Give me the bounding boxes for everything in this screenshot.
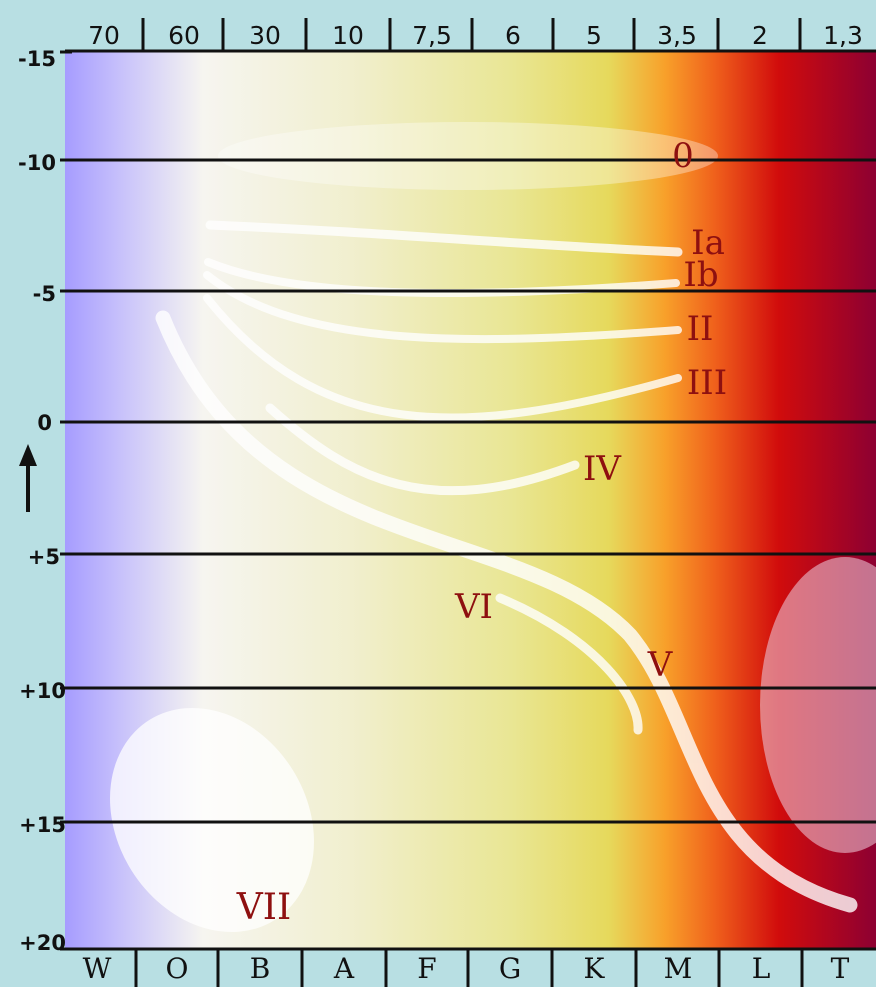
mag-label-7: +20: [19, 931, 66, 955]
mag-label-4: +5: [28, 545, 60, 569]
class-label-m: M: [664, 952, 693, 985]
luminosity-label-ii: II: [687, 309, 714, 349]
arrow-up-icon: [19, 444, 37, 512]
mag-label-5: +10: [19, 679, 66, 703]
curve-ii: [203, 271, 682, 344]
top-tick-4: 7,5: [412, 21, 452, 50]
curve-iii: [203, 294, 682, 422]
top-tick-1: 60: [168, 21, 200, 50]
top-tick-8: 2: [752, 21, 768, 50]
class-label-b: B: [250, 952, 271, 985]
curve-v: [155, 310, 858, 913]
top-tick-6: 5: [586, 21, 602, 50]
mag-label-0: -15: [18, 47, 56, 71]
class-label-t: T: [831, 952, 850, 985]
top-tick-5: 6: [505, 21, 521, 50]
top-tick-7: 3,5: [657, 21, 697, 50]
top-axis: 70 60 30 10 7,5 6 5 3,5 2 1,3: [65, 18, 876, 53]
class-label-l: L: [752, 952, 771, 985]
spectral-class-axis: W O B A F G K M L T: [65, 947, 876, 987]
top-tick-0: 70: [88, 21, 120, 50]
curve-ia: [205, 220, 683, 257]
hypergiant-region: [218, 122, 718, 190]
luminosity-label-v: V: [647, 645, 674, 685]
white-dwarf-region: [110, 707, 314, 933]
luminosity-label-iii: III: [687, 363, 727, 403]
luminosity-label-vi: VI: [454, 587, 493, 627]
luminosity-labels: 0 Ia Ib II III IV V VI VII: [236, 136, 727, 928]
class-label-o: O: [166, 952, 189, 985]
class-label-k: K: [584, 952, 606, 985]
luminosity-curves: [155, 220, 858, 913]
top-tick-3: 10: [332, 21, 364, 50]
mag-label-3: 0: [37, 411, 52, 435]
magnitude-grid: [60, 158, 876, 824]
mag-label-1: -10: [18, 151, 56, 175]
mag-label-6: +15: [19, 813, 66, 837]
luminosity-label-ib: Ib: [683, 255, 718, 295]
top-tick-9: 1,3: [823, 21, 863, 50]
curve-iv: [265, 403, 580, 496]
class-label-g: G: [499, 952, 521, 985]
magnitude-axis: -15 -10 -5 0 +5 +10 +15 +20: [18, 47, 72, 955]
luminosity-label-vii: VII: [236, 887, 291, 928]
curve-vi: [495, 593, 643, 735]
class-label-a: A: [333, 952, 355, 985]
brown-dwarf-region: [760, 557, 876, 853]
class-label-w: W: [83, 952, 112, 985]
class-label-f: F: [417, 952, 436, 985]
luminosity-label-iv: IV: [583, 449, 622, 489]
luminosity-label-ia: Ia: [691, 223, 725, 263]
mag-label-2: -5: [33, 282, 56, 306]
luminosity-label-0: 0: [672, 136, 694, 176]
top-tick-2: 30: [249, 21, 281, 50]
